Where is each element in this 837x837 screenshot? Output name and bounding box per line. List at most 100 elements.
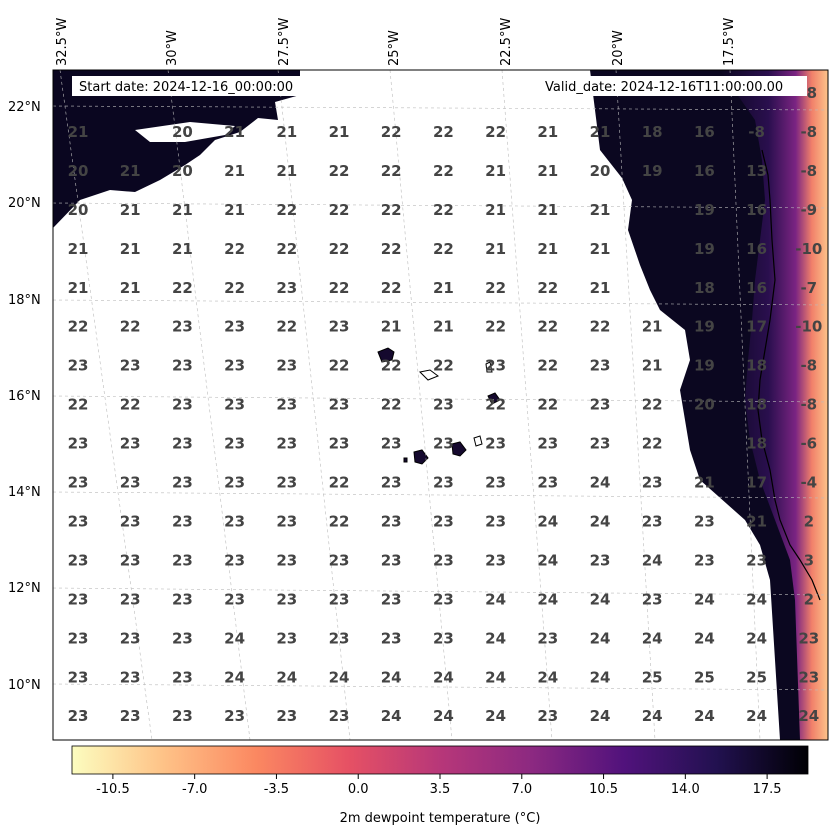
grid-value-label: 24 (746, 707, 767, 725)
grid-value-label: 22 (329, 513, 350, 531)
grid-value-label: 23 (433, 396, 454, 414)
colorbar-tick-label: -10.5 (96, 782, 130, 797)
grid-value-label: 23 (120, 629, 141, 647)
grid-value-label: 24 (590, 590, 611, 608)
lat-label: 10°N (8, 678, 41, 693)
grid-value-label: 24 (485, 707, 506, 725)
grid-value-label: 23 (224, 435, 245, 453)
grid-value-label: 23 (120, 707, 141, 725)
grid-values-layer: -821 20 21 21 21 22 22 22 21 21 18 16 -8 -820 21 20 21 21… (68, 84, 823, 725)
grid-value-label: 22 (485, 318, 506, 336)
grid-value-label: 23 (798, 668, 819, 686)
grid-value-label: 24 (276, 668, 297, 686)
grid-value-label: 2 (804, 513, 814, 531)
start-date-text: Start date: 2024-12-16_00:00:00 (79, 80, 293, 95)
grid-value-label: 18 (746, 435, 767, 453)
lat-label: 22°N (8, 100, 41, 115)
grid-value-label: 22 (642, 435, 663, 453)
grid-value-label: 23 (433, 590, 454, 608)
grid-value-label: 25 (642, 668, 663, 686)
grid-value-label: 19 (694, 201, 715, 219)
grid-value-label: 23 (485, 513, 506, 531)
grid-value-label: 22 (68, 318, 89, 336)
grid-value-label: 24 (642, 551, 663, 569)
grid-value-label: 22 (329, 357, 350, 375)
grid-value-label: 21 (642, 357, 663, 375)
lon-label: 27.5°W (277, 18, 292, 66)
grid-value-label: -8 (800, 162, 817, 180)
grid-value-label: 24 (694, 590, 715, 608)
grid-value-label: 21 (433, 279, 454, 297)
grid-value-label: 22 (224, 279, 245, 297)
grid-value-label: 23 (68, 513, 89, 531)
grid-value-label: 23 (172, 707, 193, 725)
grid-value-label: 24 (433, 707, 454, 725)
grid-value-label: 24 (485, 629, 506, 647)
grid-value-label: 22 (537, 396, 558, 414)
grid-value-label: 23 (120, 435, 141, 453)
grid-value-label: 23 (537, 435, 558, 453)
start-date-box: Start date: 2024-12-16_00:00:00 (72, 76, 317, 96)
grid-value-label: 24 (381, 707, 402, 725)
grid-value-label: 23 (590, 396, 611, 414)
grid-value-label: 23 (224, 474, 245, 492)
grid-value-label: 22 (329, 240, 350, 258)
lat-label: 14°N (8, 485, 41, 500)
grid-value-label: 23 (172, 590, 193, 608)
colorbar-tick-label: -3.5 (264, 782, 289, 797)
grid-value-label: 23 (276, 629, 297, 647)
grid-value-label: 16 (746, 201, 767, 219)
grid-value-label: 22 (433, 201, 454, 219)
valid-date-text: Valid_date: 2024-12-16T11:00:00.00 (545, 80, 783, 95)
grid-value-label: 22 (120, 396, 141, 414)
grid-value-label: 18 (746, 357, 767, 375)
colorbar-ticks: -10.5 -7.0 -3.5 0.0 3.5 7.0 10.5 14.0 17.5 (96, 774, 782, 797)
grid-value-label: 23 (172, 551, 193, 569)
grid-value-label: 24 (590, 707, 611, 725)
grid-value-label: 22 (590, 318, 611, 336)
grid-value-label: 22 (381, 279, 402, 297)
grid-value-label: 16 (694, 162, 715, 180)
grid-value-label: 20 (68, 162, 89, 180)
grid-value-label: 24 (224, 629, 245, 647)
grid-value-label: 22 (329, 201, 350, 219)
grid-value-label: 23 (381, 629, 402, 647)
longitude-labels: 32.5°W 30°W 27.5°W 25°W 22.5°W 20°W 17.5… (55, 18, 737, 66)
grid-value-label: 24 (485, 668, 506, 686)
grid-value-label: 24 (224, 668, 245, 686)
grid-value-label: 22 (276, 201, 297, 219)
grid-value-label: 23 (68, 474, 89, 492)
grid-value-label: 19 (642, 162, 663, 180)
grid-value-label: -4 (800, 474, 817, 492)
grid-value-label: 23 (485, 435, 506, 453)
grid-value-label: 22 (381, 201, 402, 219)
grid-value-label: 20 (590, 162, 611, 180)
grid-value-label: 21 (433, 318, 454, 336)
grid-value-label: 23 (68, 668, 89, 686)
grid-value-label: 23 (68, 629, 89, 647)
grid-value-label: 21 (224, 162, 245, 180)
grid-value-label: 23 (276, 435, 297, 453)
grid-value-label: 24 (590, 668, 611, 686)
grid-value-label: 23 (120, 474, 141, 492)
grid-value-label: 23 (224, 707, 245, 725)
grid-value-label: 23 (485, 474, 506, 492)
grid-value-label: 21 (172, 240, 193, 258)
grid-value-label: 24 (746, 629, 767, 647)
grid-value-label: 23 (746, 551, 767, 569)
grid-value-label: 23 (172, 668, 193, 686)
colorbar-tick-label: -7.0 (182, 782, 207, 797)
grid-value-label: 21 (329, 123, 350, 141)
grid-value-label: -8 (800, 357, 817, 375)
lon-label: 17.5°W (722, 18, 737, 66)
grid-value-label: 21 (68, 279, 89, 297)
grid-value-label: 23 (120, 551, 141, 569)
grid-value-label: 13 (746, 162, 767, 180)
grid-value-label: 22 (537, 357, 558, 375)
grid-value-label: 23 (224, 318, 245, 336)
grid-value-label: 23 (329, 551, 350, 569)
colorbar-tick-label: 14.0 (671, 782, 700, 797)
grid-value-label: 23 (68, 357, 89, 375)
grid-value-label: 20 (172, 162, 193, 180)
grid-value-label: 23 (798, 629, 819, 647)
